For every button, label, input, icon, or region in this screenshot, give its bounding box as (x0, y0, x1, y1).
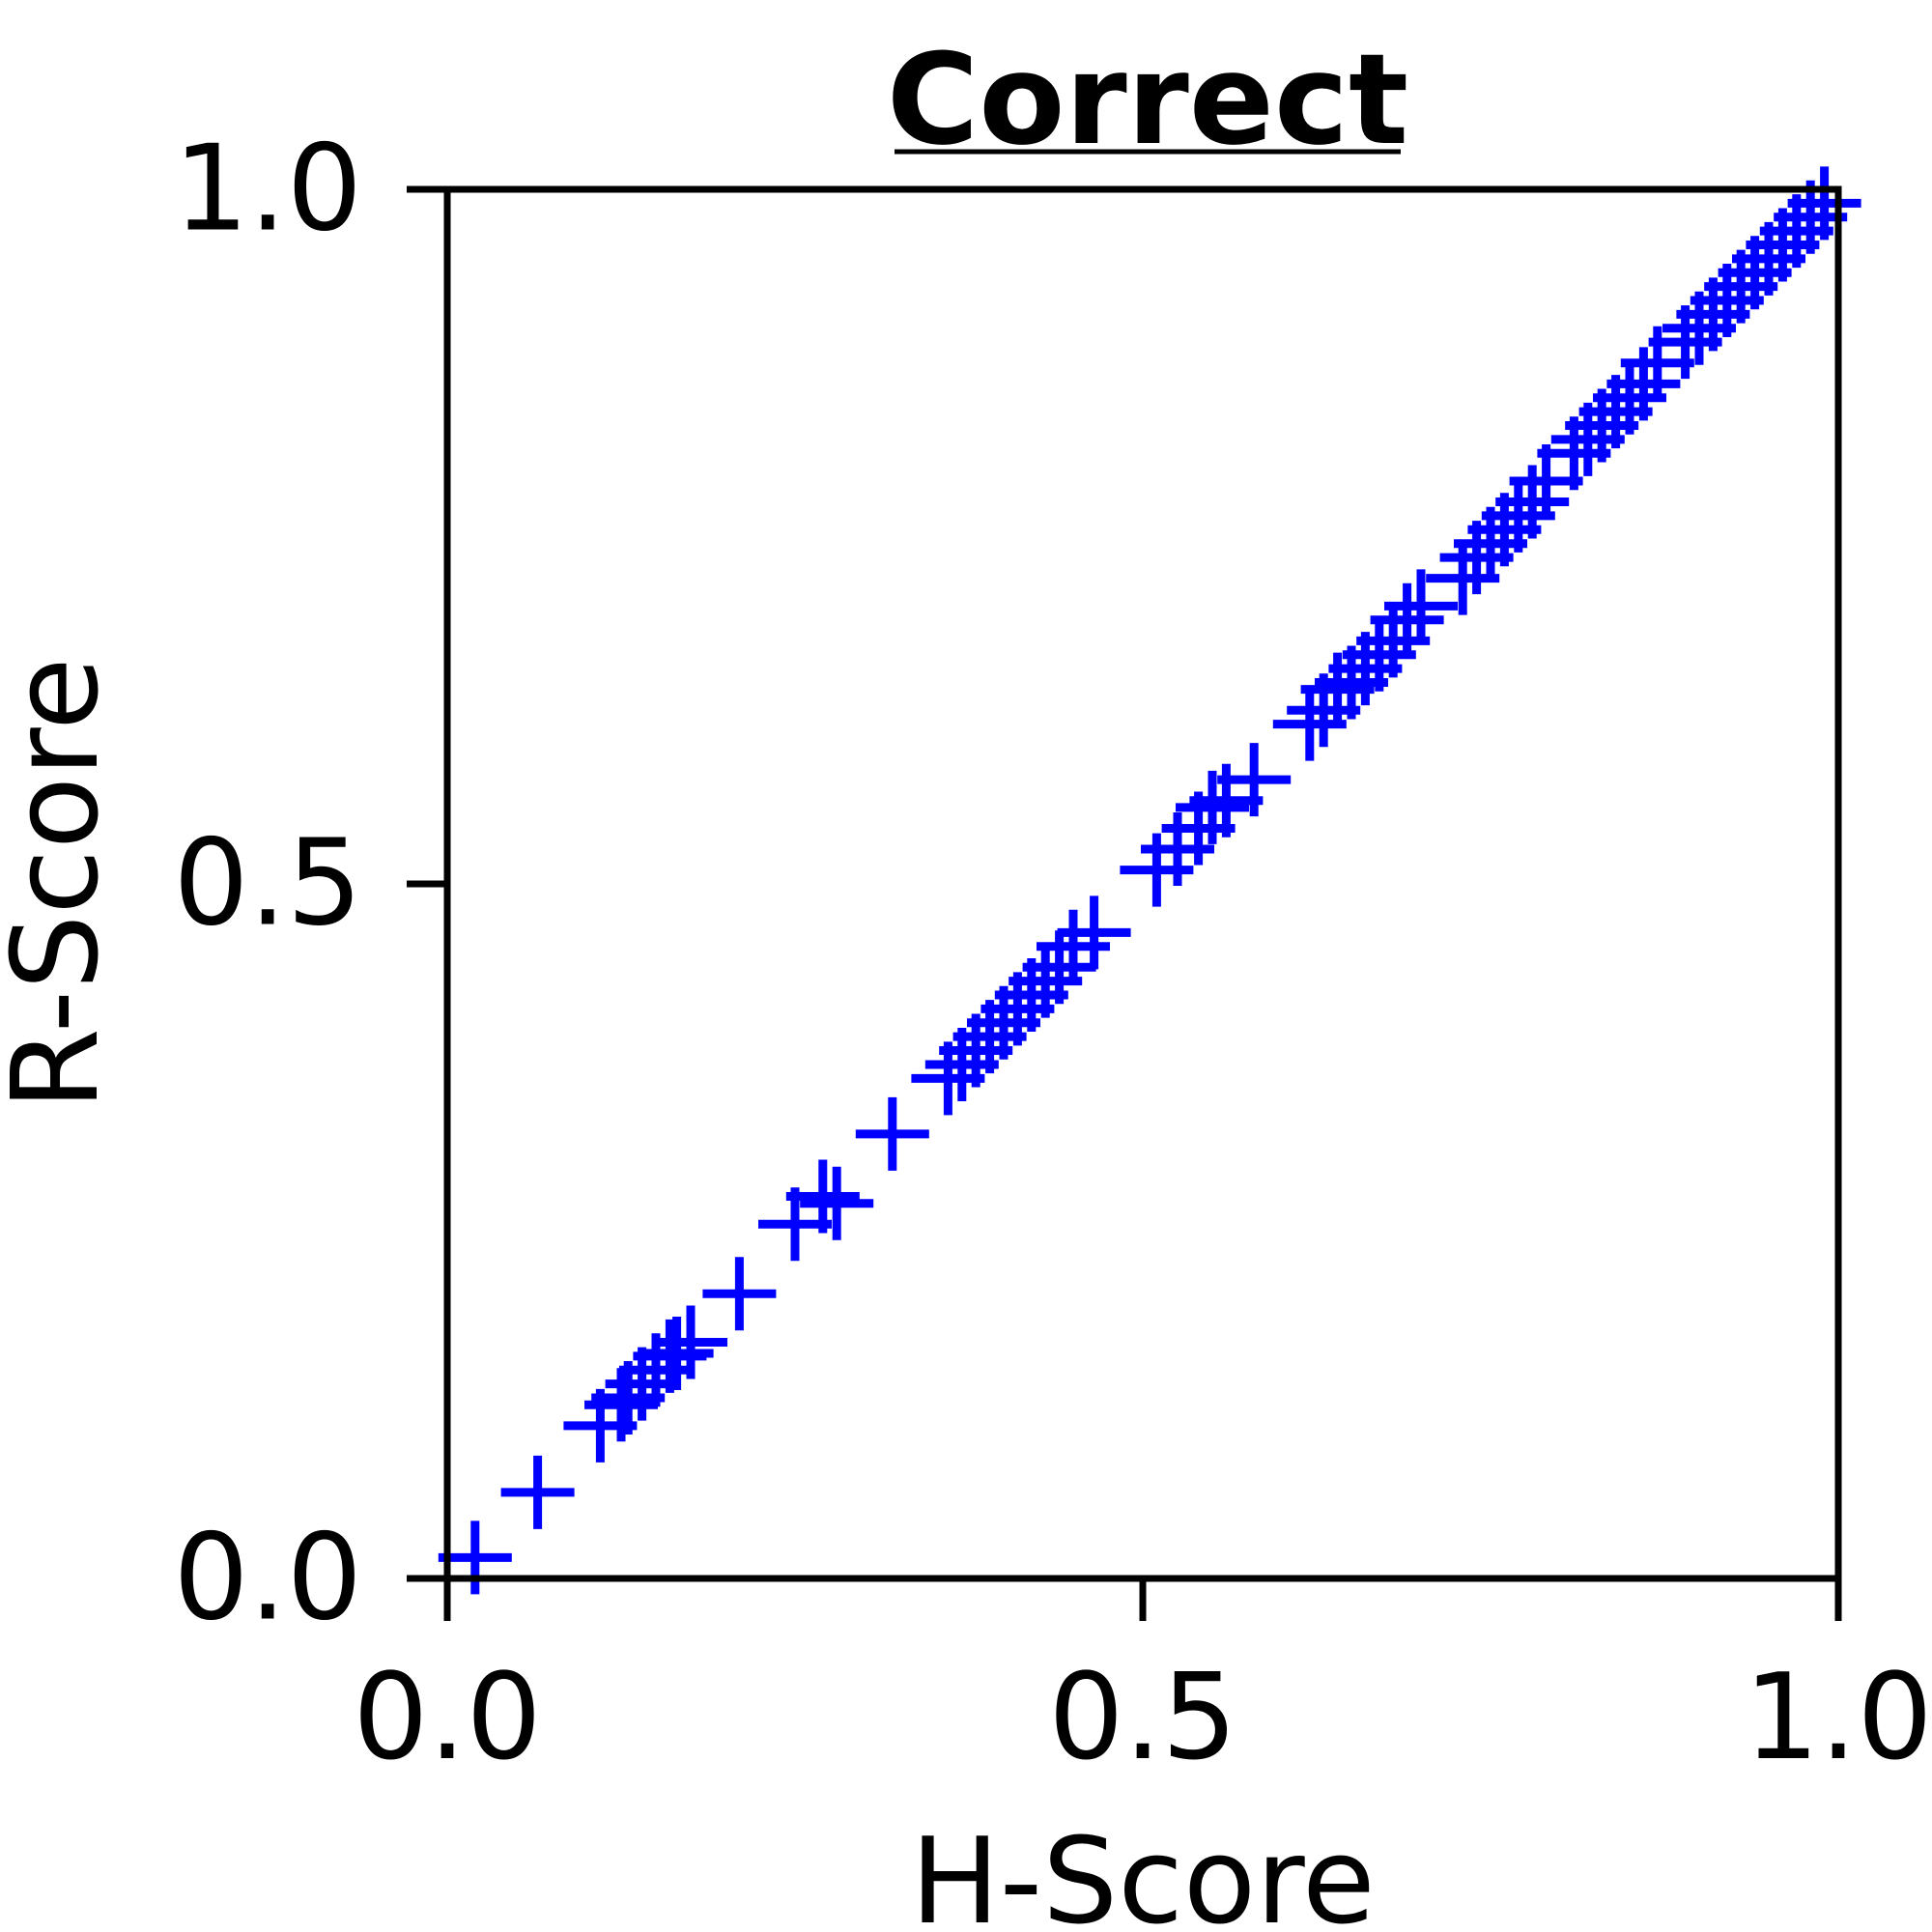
data-point-0-9 (654, 1305, 727, 1379)
data-point-0-14 (855, 1096, 929, 1171)
data-point-0-27 (1141, 812, 1214, 887)
data-point-0-29 (1176, 770, 1249, 844)
y-tick-label-1: 0.5 (173, 815, 362, 953)
y-tick-label-0: 0.0 (173, 1510, 362, 1648)
data-point-0-31 (1217, 743, 1292, 817)
data-point-0-13 (800, 1166, 874, 1240)
data-point-0-65 (1787, 166, 1861, 241)
data-point-0-39 (1370, 582, 1444, 657)
data-points (438, 166, 1861, 1595)
data-point-0-40 (1384, 569, 1458, 643)
chart-title: Correct (887, 26, 1408, 173)
x-axis-label: H-Score (910, 1813, 1375, 1932)
data-point-0-8 (639, 1317, 714, 1391)
data-point-0-25 (1057, 895, 1131, 970)
y-tick-label-2: 1.0 (173, 121, 362, 259)
data-point-0-26 (1120, 833, 1194, 907)
data-point-0-12 (785, 1159, 860, 1234)
data-point-0-1 (500, 1455, 575, 1529)
x-tick-label-2: 1.0 (1744, 1649, 1932, 1787)
data-point-0-10 (702, 1257, 777, 1331)
y-axis-label: R-Score (0, 657, 126, 1110)
data-point-0-3 (584, 1368, 658, 1442)
x-tick-label-1: 0.5 (1048, 1649, 1237, 1787)
x-tick-label-0: 0.0 (353, 1649, 542, 1787)
